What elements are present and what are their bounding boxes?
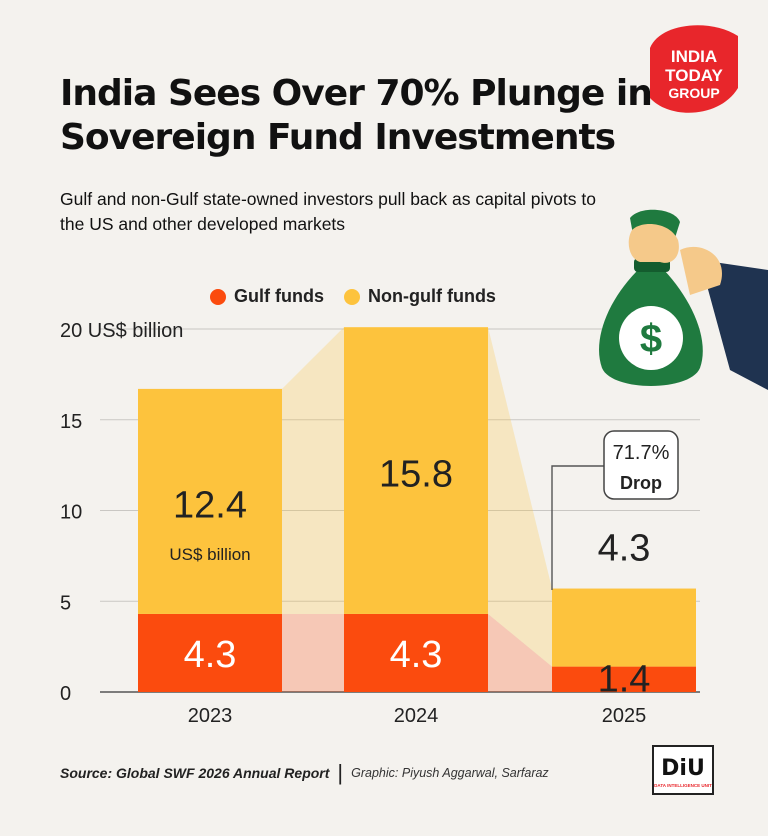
data-label-nongulf-2025: 4.3 [598, 528, 651, 570]
y-tick-label-10: 10 [60, 502, 82, 524]
bar-gulf-2023 [138, 613, 282, 692]
connector-nongulf-1 [488, 327, 552, 667]
diu-logo: DiU DATA INTELLIGENCE UNIT [652, 745, 714, 795]
connector-gulf-0 [282, 613, 344, 692]
source-text: Source: Global SWF 2026 Annual Report [60, 765, 330, 781]
legend-item-gulf: Gulf funds [210, 286, 324, 307]
legend-swatch-gulf [210, 288, 226, 305]
connector-nongulf-0 [282, 327, 344, 614]
legend-swatch-nongulf [343, 288, 360, 305]
unit-label: US$ billion [169, 545, 250, 564]
data-label-gulf-2023: 4.3 [184, 634, 237, 676]
chart-footer: Source: Global SWF 2026 Annual Report | … [60, 760, 549, 785]
y-tick-label-20: 20 US$ billion [60, 320, 183, 342]
money-bag-icon: $ [599, 209, 768, 390]
data-label-gulf-2025: 1.4 [598, 658, 651, 700]
data-label-gulf-2024: 4.3 [390, 634, 443, 676]
chart-legend: Gulf funds Non-gulf funds [210, 286, 496, 307]
y-tick-label-15: 15 [60, 411, 82, 433]
legend-label-gulf: Gulf funds [234, 286, 324, 306]
annotation-text: Drop [620, 473, 662, 493]
chart-subtitle: Gulf and non-Gulf state-owned investors … [60, 189, 596, 234]
bar-nongulf-2025 [552, 588, 696, 667]
logo-text-1: INDIA [671, 47, 717, 66]
diu-subtext: DATA INTELLIGENCE UNIT [654, 783, 712, 788]
bar-gulf-2024 [344, 613, 488, 692]
x-tick-label-2023: 2023 [188, 705, 233, 727]
footer-separator: | [337, 760, 344, 785]
connector-gulf-1 [488, 613, 552, 692]
annotation-line [551, 465, 604, 590]
x-tick-label-2024: 2024 [394, 705, 439, 727]
chart-title: India Sees Over 70% Plunge in Sovereign … [60, 73, 653, 158]
x-tick-label-2025: 2025 [602, 705, 647, 727]
bar-nongulf-2024 [344, 327, 488, 614]
y-tick-label-0: 0 [60, 683, 71, 705]
legend-item-nongulf: Non-gulf funds [343, 286, 496, 307]
annotation-box [603, 430, 679, 500]
india-today-logo: INDIA TODAY GROUP [650, 25, 738, 113]
logo-text-2: TODAY [665, 66, 723, 85]
y-tick-label-5: 5 [60, 592, 71, 614]
diu-text: DiU [661, 756, 705, 781]
logo-text-3: GROUP [668, 85, 719, 101]
bar-nongulf-2023 [138, 388, 282, 614]
annotation-value: 71.7% [613, 442, 670, 464]
data-label-nongulf-2023: 12.4 [173, 484, 247, 526]
bar-gulf-2025 [552, 666, 696, 692]
credit-text: Graphic: Piyush Aggarwal, Sarfaraz [351, 766, 549, 780]
data-label-nongulf-2024: 15.8 [379, 454, 453, 496]
legend-label-nongulf: Non-gulf funds [367, 286, 496, 306]
svg-text:$: $ [640, 317, 662, 361]
